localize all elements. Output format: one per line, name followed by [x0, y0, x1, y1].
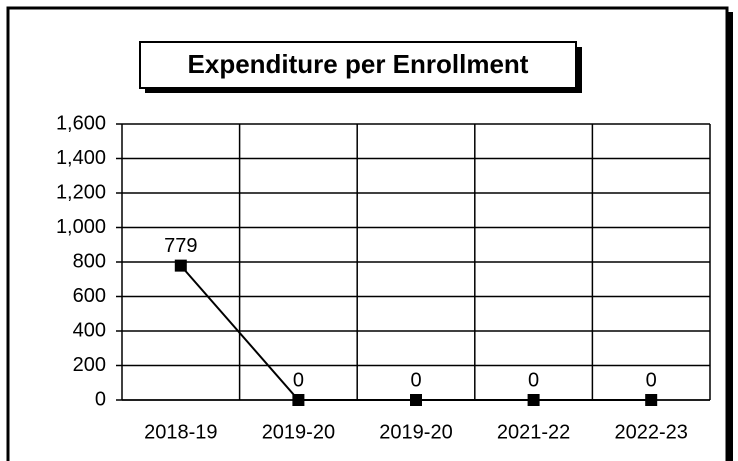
y-tick-label: 1,400 — [56, 147, 106, 169]
data-label: 779 — [164, 235, 197, 257]
data-label: 0 — [528, 369, 539, 391]
chart-title: Expenditure per Enrollment — [188, 49, 529, 79]
y-tick-label: 1,000 — [56, 216, 106, 238]
data-label: 0 — [410, 369, 421, 391]
y-tick-label: 0 — [95, 388, 106, 410]
y-tick-label: 1,200 — [56, 181, 106, 203]
y-tick-label: 800 — [73, 250, 106, 272]
x-tick-label: 2021-22 — [497, 421, 570, 443]
data-label: 0 — [293, 369, 304, 391]
title-box — [139, 41, 577, 89]
y-tick-label: 1,600 — [56, 112, 106, 134]
marker — [174, 259, 187, 272]
y-tick-label: 200 — [73, 354, 106, 376]
marker — [410, 394, 422, 406]
y-tick-label: 400 — [73, 319, 106, 341]
x-tick-label: 2019-20 — [379, 421, 452, 443]
data-label: 0 — [646, 369, 657, 391]
marker — [645, 394, 658, 406]
x-tick-label: 2018-19 — [144, 421, 217, 443]
x-tick-label: 2019-20 — [262, 421, 335, 443]
x-tick-label: 2022-23 — [614, 421, 687, 443]
y-tick-label: 600 — [73, 285, 106, 307]
marker — [292, 394, 305, 406]
marker — [527, 394, 540, 406]
